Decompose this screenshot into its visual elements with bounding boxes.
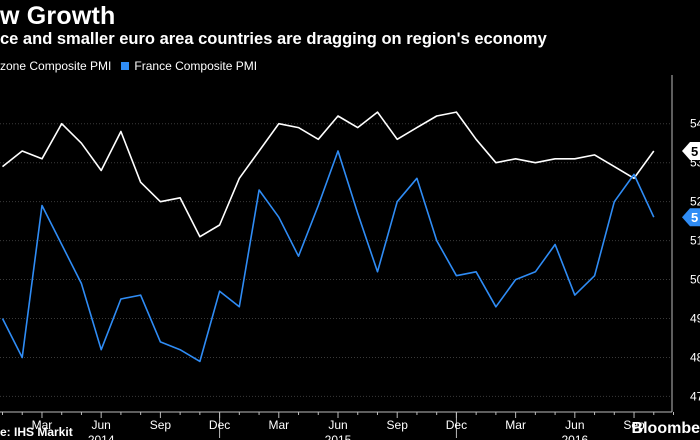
series-line-france xyxy=(1,150,655,363)
end-label-text: 5 xyxy=(691,144,698,159)
end-label-box xyxy=(682,142,700,161)
y-tick-label: 54 xyxy=(690,117,700,131)
x-tick-label: Sep xyxy=(387,418,409,432)
legend-item-euro: zone Composite PMI xyxy=(0,59,111,73)
end-label-france: 5 xyxy=(682,208,700,227)
x-tick-label: Sep xyxy=(623,418,645,432)
y-tick-label: 52 xyxy=(690,195,700,209)
chart-title: w Growth xyxy=(0,2,116,30)
y-tick-label: 48 xyxy=(690,350,700,364)
y-tick-label: 51 xyxy=(690,234,700,248)
x-year-label: 2014 xyxy=(88,433,115,440)
legend-label-euro: zone Composite PMI xyxy=(0,59,112,73)
x-tick-label: Jun xyxy=(565,418,584,432)
x-tick-label: Jun xyxy=(328,418,347,432)
x-tick-label: Mar xyxy=(505,418,526,432)
y-tick-label: 49 xyxy=(690,312,700,326)
end-label-euro: 5 xyxy=(682,142,700,161)
legend: zone Composite PMI France Composite PMI xyxy=(0,59,267,73)
x-tick-label: Mar xyxy=(32,418,53,432)
series-line-euro xyxy=(2,111,655,238)
x-year-label: 2015 xyxy=(325,433,352,440)
legend-label-france: France Composite PMI xyxy=(134,59,258,73)
y-tick-label: 50 xyxy=(690,273,700,287)
brand-logo-text: Bloombe xyxy=(631,420,700,437)
y-tick-label: 47 xyxy=(690,389,700,403)
x-tick-label: Mar xyxy=(268,418,289,432)
chart-subtitle: ce and smaller euro area countries are d… xyxy=(0,30,547,48)
end-label-box xyxy=(682,208,700,227)
x-tick-label: Sep xyxy=(150,418,172,432)
y-tick-label: 53 xyxy=(690,156,700,170)
source-note: e: IHS Markit xyxy=(0,425,73,439)
x-year-label: 2016 xyxy=(561,433,588,440)
x-tick-label: Dec xyxy=(209,418,230,432)
legend-swatch-france xyxy=(121,62,130,70)
x-tick-label: Jun xyxy=(91,418,110,432)
end-label-text: 5 xyxy=(691,210,698,225)
legend-item-france: France Composite PMI xyxy=(121,59,257,73)
x-tick-label: Dec xyxy=(446,418,467,432)
